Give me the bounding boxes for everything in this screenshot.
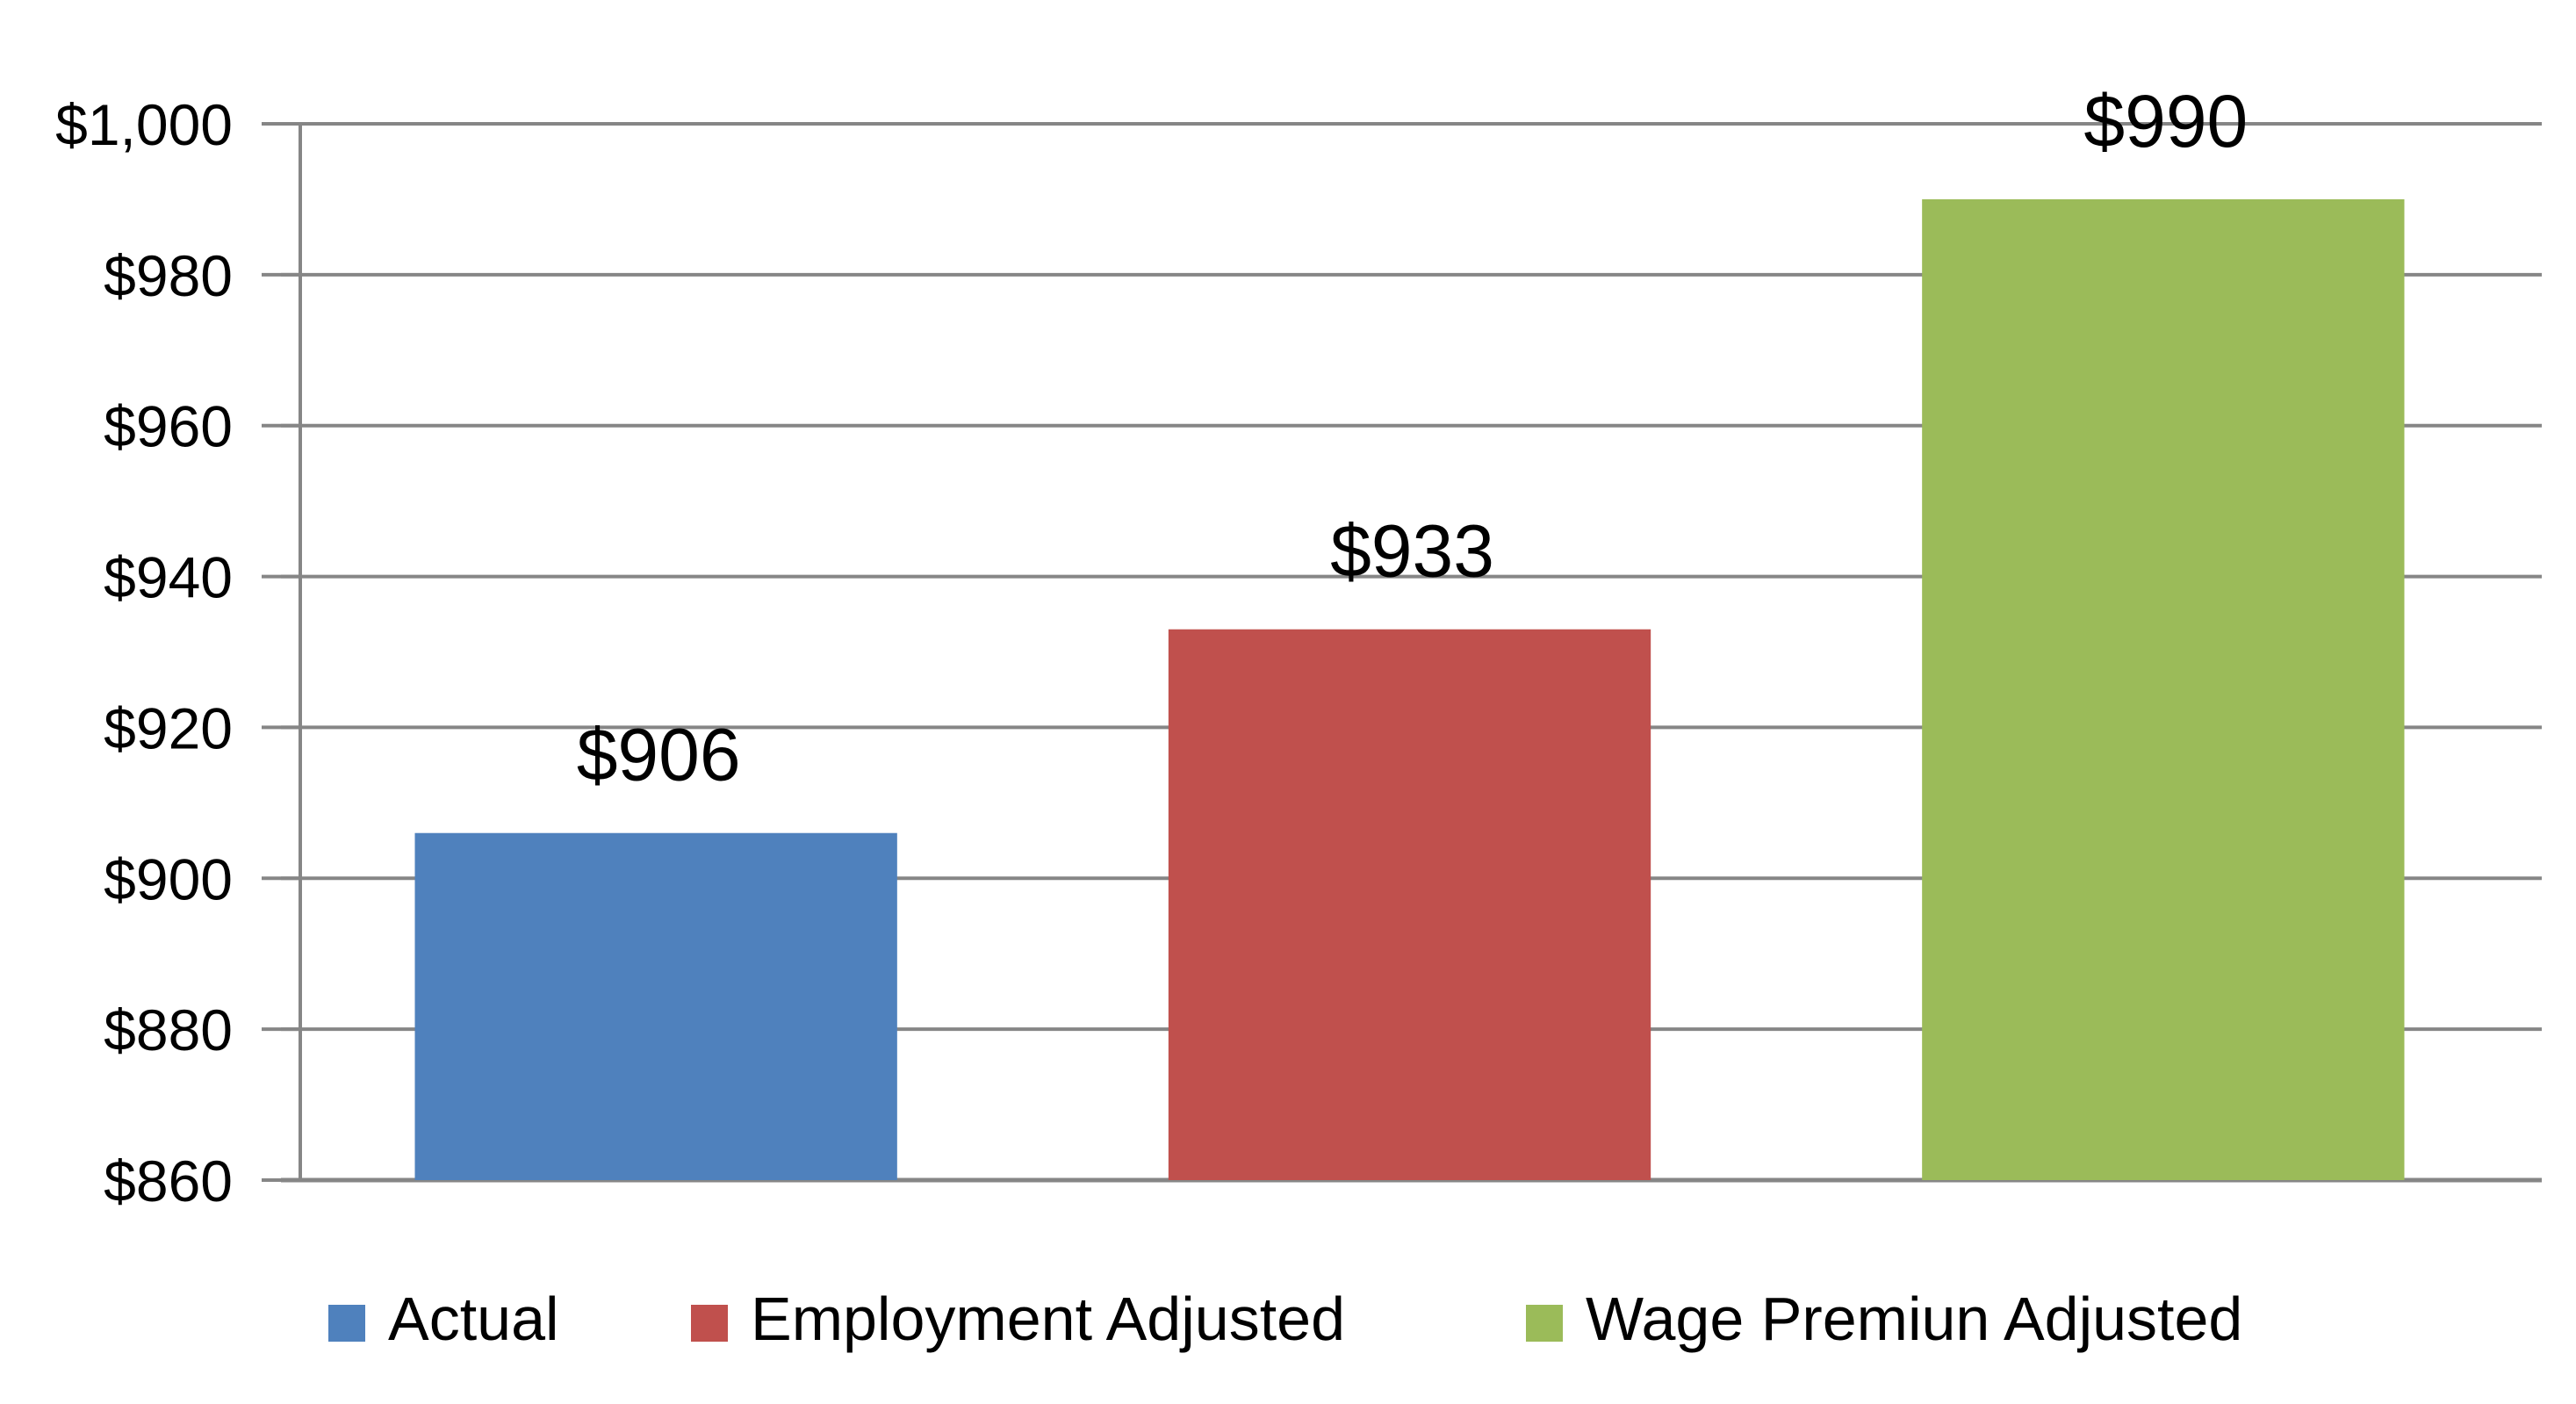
legend-label: Wage Premiun Adjusted — [1586, 1285, 2242, 1353]
y-tick-label: $920 — [104, 695, 233, 760]
bar-3 — [1922, 198, 2405, 1180]
y-tick-label: $980 — [104, 243, 233, 308]
y-tick-label: $860 — [104, 1148, 233, 1213]
legend: Actual Employment Adjusted Wage Premiun Ad… — [328, 1285, 2242, 1353]
bar-2 — [1168, 629, 1651, 1180]
legend-item: Wage Premiun Adjusted — [1526, 1285, 2242, 1353]
data-label-1: $906 — [577, 714, 741, 796]
data-label-3: $990 — [2083, 80, 2248, 162]
legend-label: Actual — [388, 1285, 559, 1353]
legend-item: Actual — [328, 1285, 559, 1353]
bar-1 — [414, 832, 897, 1180]
y-tick-label: $1,000 — [55, 92, 233, 157]
data-label-2: $933 — [1330, 510, 1494, 593]
legend-item: Employment Adjusted — [691, 1285, 1345, 1353]
legend-swatch — [691, 1305, 728, 1342]
legend-swatch — [328, 1305, 365, 1342]
y-tick-label: $880 — [104, 997, 233, 1062]
legend-swatch — [1526, 1305, 1563, 1342]
bars — [414, 198, 2405, 1180]
data-labels: $906 $933 $990 — [577, 80, 2249, 796]
y-tick-label: $960 — [104, 394, 233, 459]
y-tick-label: $900 — [104, 846, 233, 911]
y-tick-label: $940 — [104, 545, 233, 610]
legend-label: Employment Adjusted — [751, 1285, 1345, 1353]
